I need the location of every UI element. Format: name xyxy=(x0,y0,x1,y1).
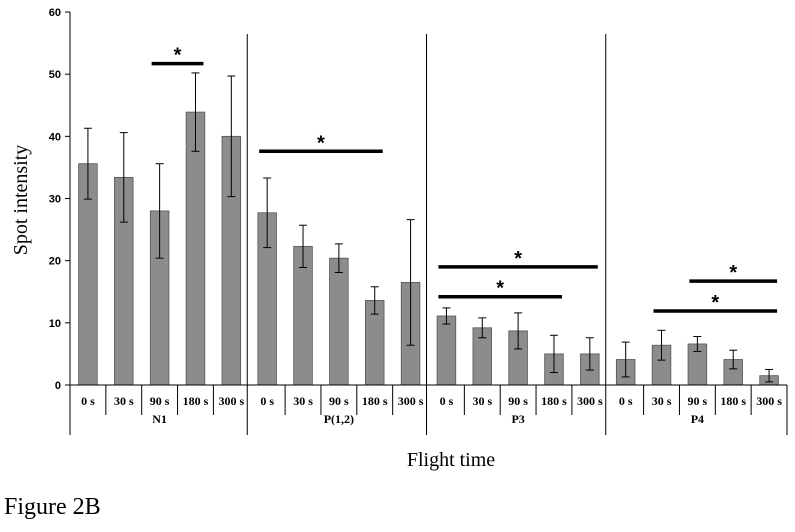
category-label: 90 s xyxy=(329,394,349,408)
y-tick-label: 60 xyxy=(49,7,61,19)
category-label: 300 s xyxy=(756,394,782,408)
bar xyxy=(185,111,206,386)
category-label: 30 s xyxy=(114,394,134,408)
significance-star: * xyxy=(514,248,522,270)
group-label: P4 xyxy=(691,412,704,426)
category-label: 300 s xyxy=(218,394,244,408)
category-label: 180 s xyxy=(183,394,209,408)
y-tick-label: 0 xyxy=(55,380,61,392)
category-label: 0 s xyxy=(619,394,633,408)
y-tick-label: 30 xyxy=(49,194,61,206)
group-label: N1 xyxy=(152,412,167,426)
significance-star: * xyxy=(496,278,504,300)
bar xyxy=(436,315,457,386)
y-axis-title: Spot intensity xyxy=(10,145,32,256)
category-label: 0 s xyxy=(260,394,274,408)
category-label: 0 s xyxy=(81,394,95,408)
y-tick-label: 20 xyxy=(49,256,61,268)
category-label: 180 s xyxy=(362,394,388,408)
category-label: 30 s xyxy=(472,394,492,408)
x-axis-title: Flight time xyxy=(407,449,495,471)
category-label: 30 s xyxy=(293,394,313,408)
y-tick-label: 40 xyxy=(49,131,61,143)
category-label: 0 s xyxy=(440,394,454,408)
category-label: 90 s xyxy=(508,394,528,408)
significance-markers: * * * * * * xyxy=(151,45,778,314)
group-label: P3 xyxy=(511,412,524,426)
y-axis-ticks: 0 10 20 30 40 50 60 xyxy=(49,7,71,392)
category-label: 180 s xyxy=(720,394,746,408)
category-label: 180 s xyxy=(541,394,567,408)
bar xyxy=(329,257,349,386)
significance-star: * xyxy=(711,292,719,314)
significance-star: * xyxy=(174,45,182,67)
category-label: 90 s xyxy=(150,394,170,408)
group-label: P(1,2) xyxy=(324,412,354,426)
x-axis: 0 s 30 s 90 s 180 s 300 s N1 0 s 30 s 90 s 180 s 3… xyxy=(69,34,788,435)
category-label: 300 s xyxy=(577,394,603,408)
figure-label: Figure 2B xyxy=(4,494,101,520)
category-label: 300 s xyxy=(398,394,424,408)
bars xyxy=(78,72,779,386)
y-tick-label: 50 xyxy=(49,69,61,81)
bar-chart: 0 10 20 30 40 50 60 * * * * * * 0 s 30 s 90 s 180 s 300… xyxy=(10,7,788,471)
category-label: 30 s xyxy=(652,394,672,408)
significance-star: * xyxy=(729,262,737,284)
category-label: 90 s xyxy=(688,394,708,408)
significance-star: * xyxy=(317,132,325,154)
y-tick-label: 10 xyxy=(49,318,61,330)
